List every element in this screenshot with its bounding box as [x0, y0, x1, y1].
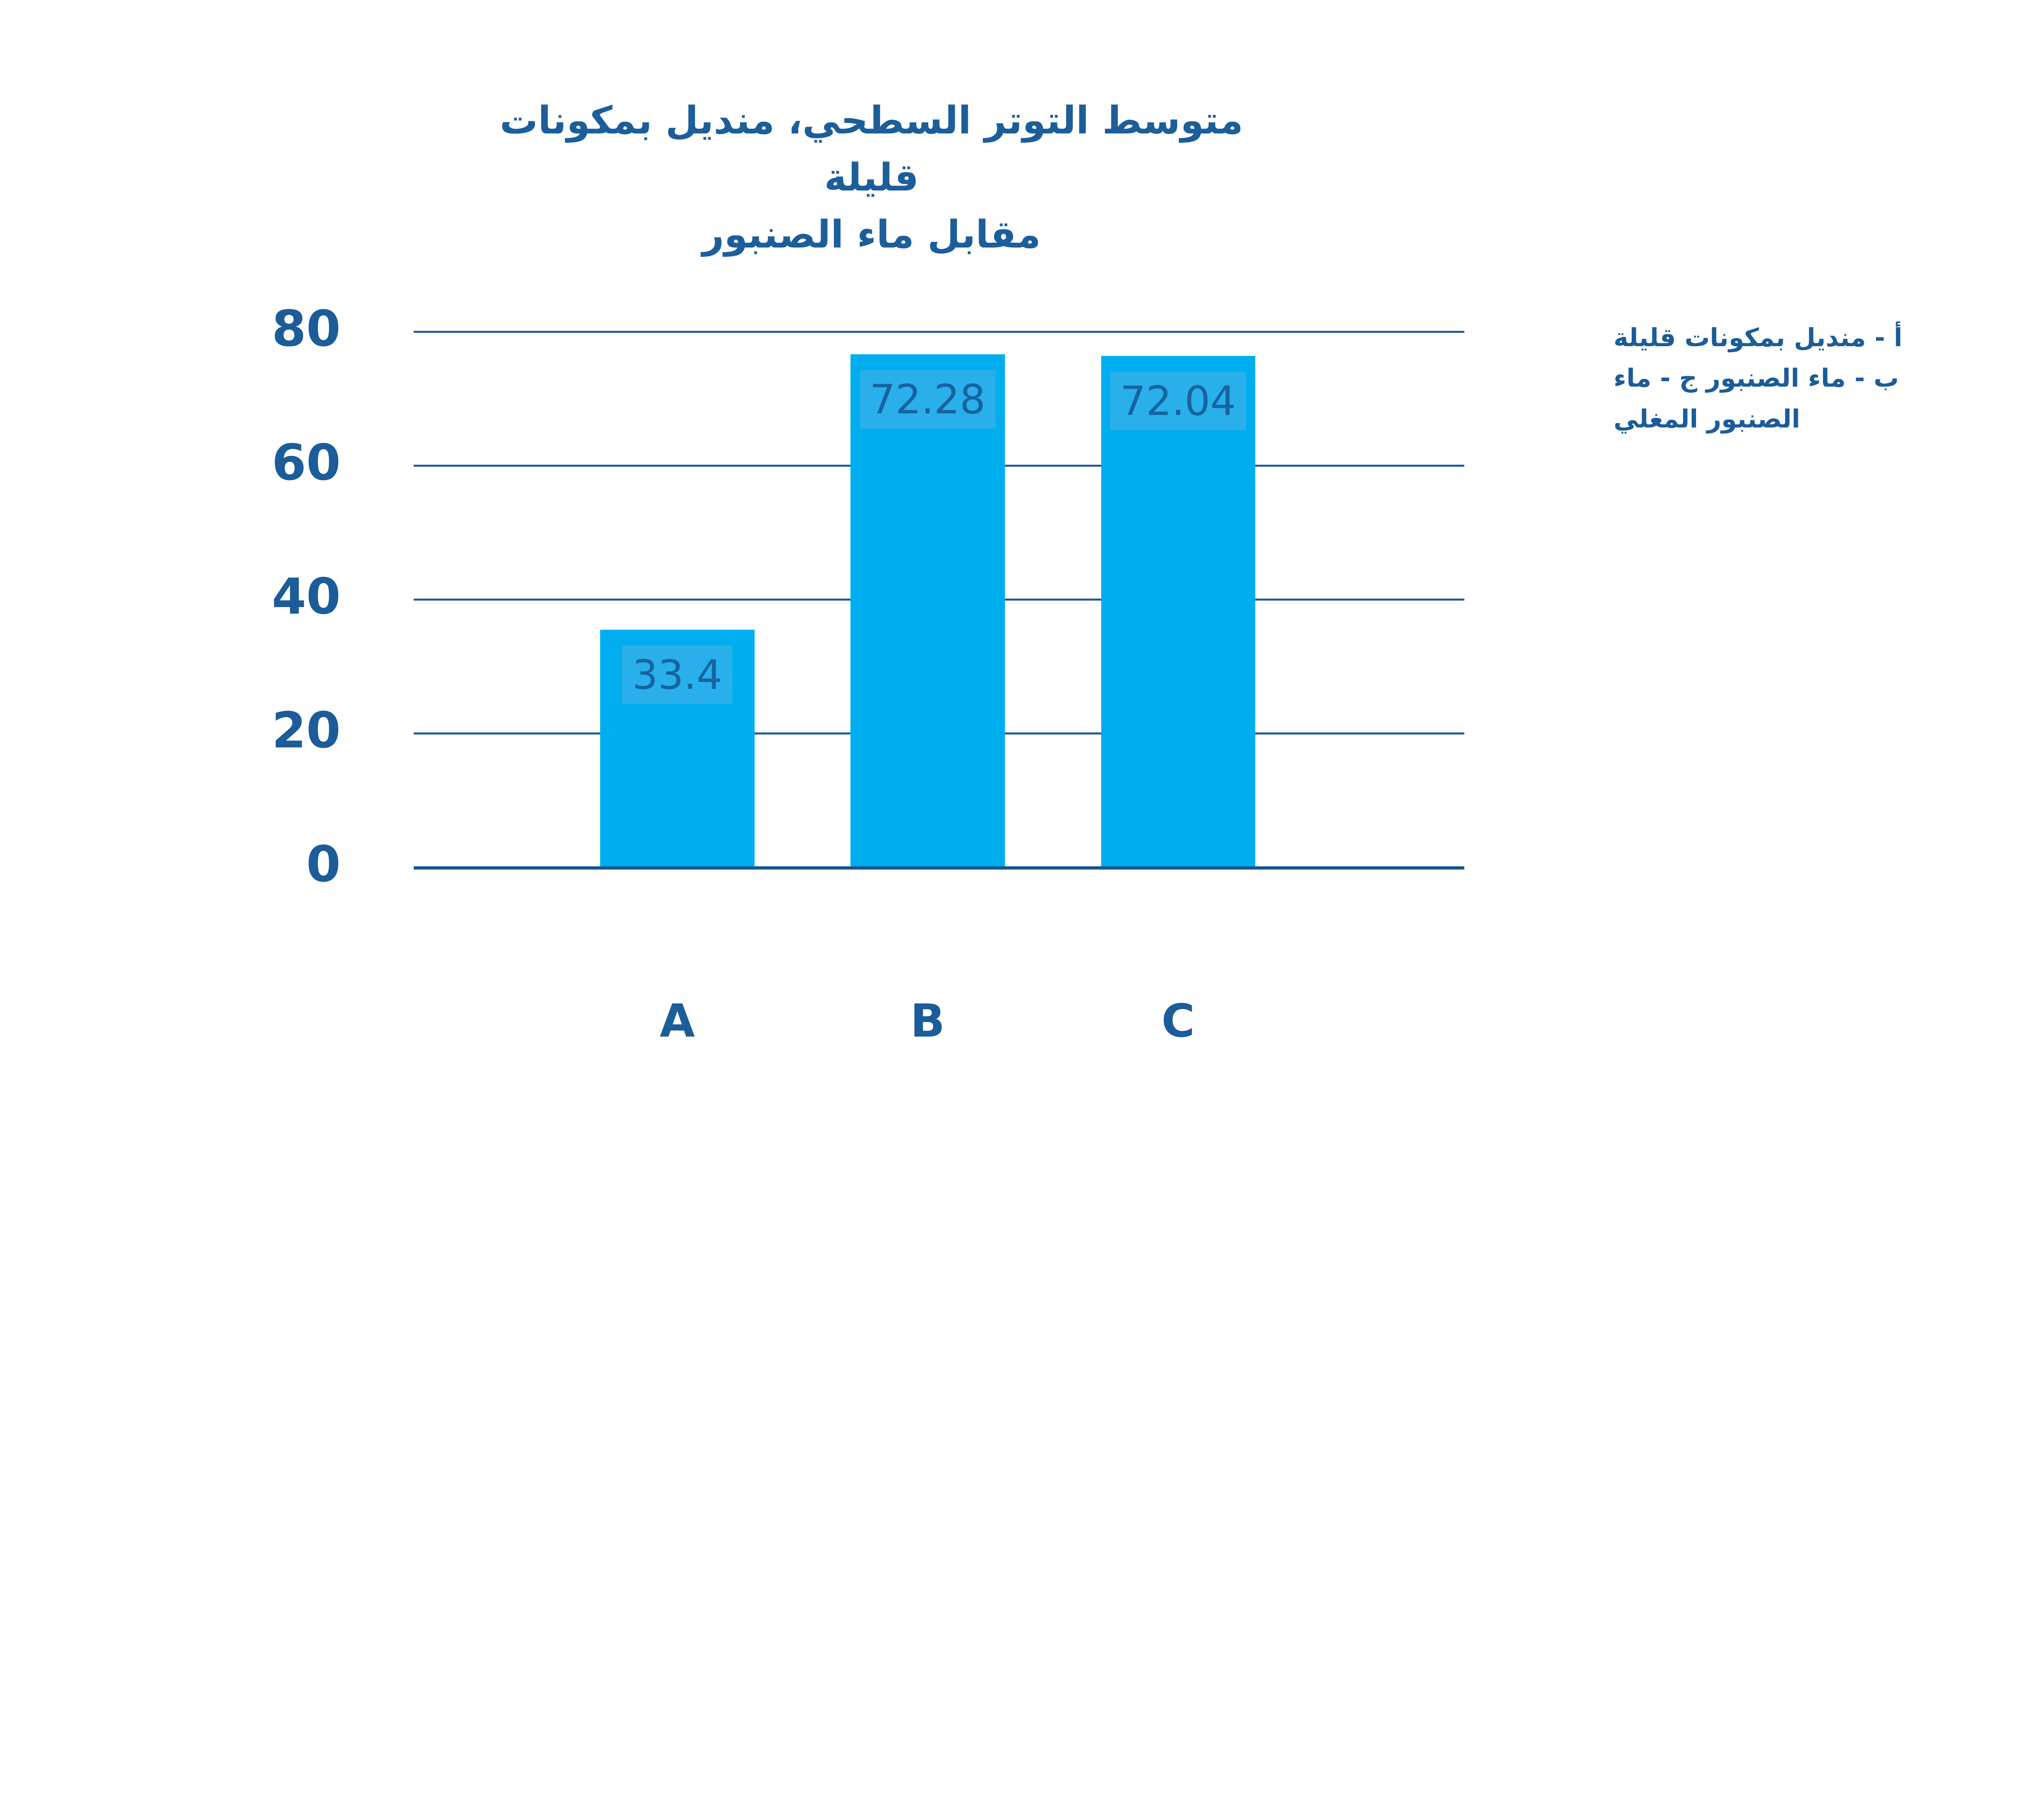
bar-b: 72.28	[850, 354, 1005, 869]
category-label-c: C	[1161, 995, 1195, 1048]
category-label-b: B	[910, 995, 945, 1048]
legend-note: أ - منديل بمكونات قليلة ب - ماء الصنبور …	[1614, 322, 1903, 434]
chart-title-line-2: مقابل ماء الصنبور	[702, 212, 1041, 257]
bar-chart-canvas: متوسط التوتر السطحي، منديل بمكونات قليلة…	[272, 92, 1903, 1048]
bar-c: 72.04	[1101, 356, 1255, 869]
y-tick-label-60: 60	[272, 433, 341, 491]
gridline-0	[413, 866, 1464, 870]
bar-a: 33.4	[600, 629, 755, 869]
y-tick-label-40: 40	[272, 567, 341, 625]
gridline-80	[413, 330, 1464, 333]
y-tick-label-80: 80	[272, 299, 341, 358]
y-tick-label-20: 20	[272, 701, 341, 759]
category-label-a: A	[660, 995, 695, 1048]
chart-title-line-1: متوسط التوتر السطحي، منديل بمكونات قليلة	[499, 98, 1244, 200]
bar-value-chip-a: 33.4	[622, 645, 733, 704]
chart-title: متوسط التوتر السطحي، منديل بمكونات قليلة…	[465, 92, 1278, 263]
y-tick-label-0: 0	[306, 835, 341, 893]
bar-value-chip-b: 72.28	[859, 370, 996, 429]
bar-value-chip-c: 72.04	[1110, 371, 1246, 430]
